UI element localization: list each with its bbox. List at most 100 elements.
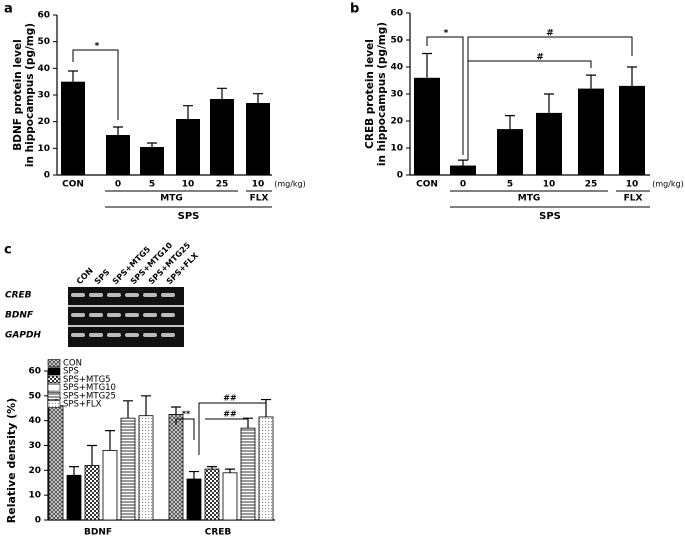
gel-band <box>107 333 121 337</box>
x-tick-label: 10 <box>182 180 195 190</box>
bracket <box>198 402 267 455</box>
row-label: GAPDH <box>5 331 41 341</box>
y-axis-label: BDNF protein level <box>12 39 24 150</box>
x-tick-label: 0 <box>115 180 121 190</box>
bar <box>222 472 238 521</box>
y-tick-label: 40 <box>390 63 403 73</box>
legend-swatch <box>47 375 61 384</box>
legend-swatch <box>47 367 61 376</box>
legend-label: SPS+MTG5 <box>63 375 111 385</box>
gel-band <box>143 333 157 337</box>
error-bar <box>105 430 115 451</box>
y-tick-label: 60 <box>390 9 403 19</box>
gel-band <box>143 313 157 317</box>
bar <box>258 416 274 521</box>
bar <box>204 468 220 521</box>
error-bar <box>505 115 515 130</box>
y-tick-label: 60 <box>28 367 41 377</box>
annotation: # <box>536 53 544 63</box>
gel-band <box>71 333 85 337</box>
group-label: FLX <box>250 194 269 204</box>
y-tick-label: 10 <box>37 144 50 154</box>
annotation: ## <box>223 394 237 403</box>
error-bar <box>207 466 217 470</box>
x-tick-label: 25 <box>585 180 598 190</box>
gel-band <box>107 293 121 297</box>
bracket <box>467 36 633 160</box>
annotation: * <box>95 42 100 52</box>
y-tick-label: 10 <box>390 144 403 154</box>
bar <box>48 405 64 521</box>
row-label: BDNF <box>5 311 34 321</box>
bar <box>140 147 164 175</box>
y-tick-label: 20 <box>37 117 50 127</box>
x-tick-label: 10 <box>543 180 556 190</box>
error-bar <box>586 74 596 89</box>
bar <box>578 88 604 175</box>
bracket <box>426 36 464 155</box>
error-bar <box>69 466 79 476</box>
panel-label: c <box>4 243 12 258</box>
x-tick-label: CREB <box>205 528 232 538</box>
error-bar <box>217 87 227 99</box>
x-tick-label: BDNF <box>84 528 112 538</box>
gel-band <box>125 333 139 337</box>
bar <box>66 474 82 521</box>
annotation: ## <box>223 410 237 419</box>
legend-swatch <box>47 400 61 408</box>
gel-band <box>143 293 157 297</box>
row-label: CREB <box>5 291 32 301</box>
error-bar <box>113 126 123 135</box>
gel-band <box>89 313 103 317</box>
x-tick-label: CON <box>62 180 84 190</box>
error-bar <box>171 406 181 415</box>
group-label: MTG <box>160 194 182 204</box>
error-bar <box>544 93 554 113</box>
gel-band <box>89 293 103 297</box>
y-tick-label: 20 <box>28 466 41 476</box>
error-bar <box>627 66 637 86</box>
x-tick-label: 0 <box>460 180 466 190</box>
gel-band <box>161 313 175 317</box>
x-unit-label: (mg/kg) <box>652 180 684 189</box>
y-tick-label: 0 <box>35 516 41 526</box>
gel-band <box>71 293 85 297</box>
gel-band <box>125 293 139 297</box>
gel-band <box>161 293 175 297</box>
legend-label: SPS+FLX <box>63 400 102 410</box>
bar <box>414 77 440 175</box>
x-tick-label: 5 <box>507 180 513 190</box>
gel-band <box>71 313 85 317</box>
error-bar <box>141 395 151 416</box>
bar <box>450 165 476 175</box>
bracket <box>175 418 195 440</box>
y-tick-label: 0 <box>44 171 50 181</box>
error-bar <box>189 470 199 480</box>
error-bar <box>225 468 235 473</box>
y-axis-label: in hippocampus (pg/mg) <box>24 23 36 167</box>
error-bar <box>253 93 263 103</box>
legend-swatch <box>47 383 61 392</box>
y-tick-label: 50 <box>28 391 41 401</box>
error-bar <box>87 444 97 466</box>
bar <box>138 415 154 521</box>
x-tick-label: 10 <box>626 180 639 190</box>
error-bar <box>147 142 157 147</box>
error-bar <box>183 105 193 119</box>
y-tick-label: 60 <box>37 11 50 21</box>
group-label: FLX <box>624 194 643 204</box>
bar <box>619 85 645 175</box>
gel-band <box>89 333 103 337</box>
bar <box>84 464 100 521</box>
panel-label: b <box>350 2 359 17</box>
y-tick-label: 30 <box>28 441 41 451</box>
annotation: ** <box>182 410 191 419</box>
error-bar <box>458 159 468 166</box>
bar <box>246 103 270 175</box>
gel-band <box>125 313 139 317</box>
y-tick-label: 10 <box>28 491 41 501</box>
bar <box>497 129 523 175</box>
bracket <box>468 60 592 68</box>
y-axis-label: in hippocampus (pg/mg) <box>376 22 388 166</box>
